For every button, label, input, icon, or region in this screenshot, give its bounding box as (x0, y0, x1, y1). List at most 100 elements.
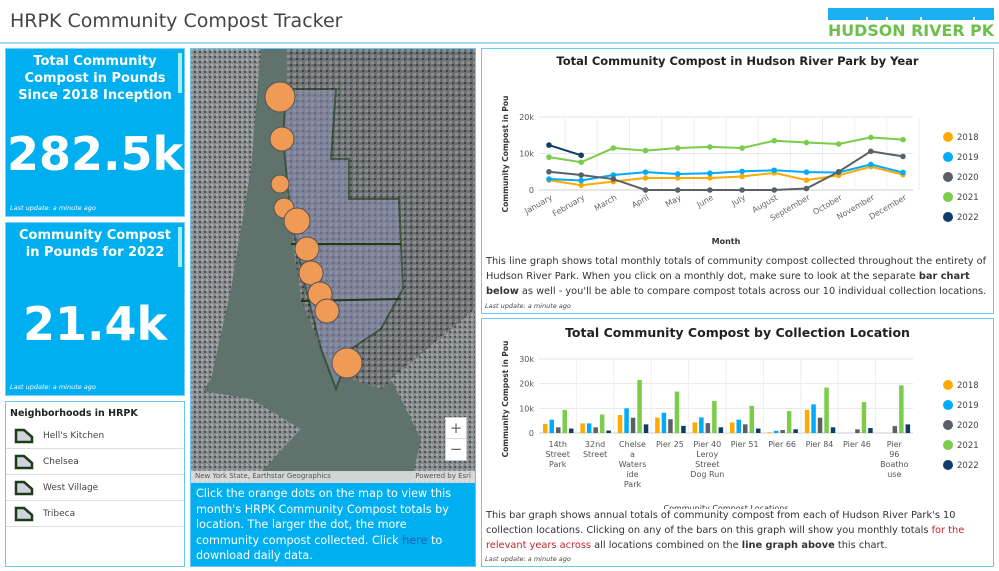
bar-2021[interactable] (861, 402, 867, 433)
scrollbar[interactable] (178, 227, 182, 267)
bar-2019[interactable] (586, 423, 592, 433)
data-point[interactable] (610, 145, 617, 151)
data-point[interactable] (803, 169, 810, 175)
bar-2020[interactable] (556, 427, 561, 433)
bar-2022[interactable] (756, 428, 761, 433)
bar-2020[interactable] (855, 429, 860, 433)
bar-2019[interactable] (624, 408, 629, 433)
data-point[interactable] (803, 185, 810, 192)
data-point[interactable] (642, 187, 649, 193)
bar-2019[interactable] (736, 419, 742, 433)
bar-2022[interactable] (830, 427, 836, 433)
data-point[interactable] (868, 148, 874, 155)
bar-2018[interactable] (692, 422, 698, 433)
compost-location-dot[interactable] (269, 126, 295, 152)
data-point[interactable] (642, 175, 649, 181)
compost-location-dot[interactable] (264, 81, 296, 113)
data-point[interactable] (578, 182, 584, 189)
bar-2021[interactable] (824, 387, 829, 433)
bar-2019[interactable] (773, 430, 779, 433)
data-point[interactable] (835, 168, 842, 175)
data-point[interactable] (803, 139, 810, 146)
zoom-out-button[interactable]: − (449, 440, 463, 458)
bar-2019[interactable] (699, 417, 704, 433)
bar-2021[interactable] (637, 379, 642, 433)
compost-location-dot[interactable] (294, 236, 320, 262)
bar-2021[interactable] (899, 385, 904, 433)
data-point[interactable] (707, 170, 713, 177)
data-point[interactable] (739, 145, 745, 151)
bar-2022[interactable] (643, 424, 649, 433)
data-point[interactable] (642, 169, 649, 175)
bar-2021[interactable] (599, 414, 605, 434)
data-point[interactable] (868, 134, 874, 141)
bar-2022[interactable] (681, 425, 686, 433)
compost-location-dot[interactable] (298, 260, 324, 286)
data-point[interactable] (707, 187, 713, 193)
data-point[interactable] (610, 176, 617, 182)
data-point[interactable] (674, 145, 681, 151)
bar-2019[interactable] (549, 419, 555, 433)
powered-by[interactable]: Powered by Esri (415, 472, 471, 480)
data-point[interactable] (546, 168, 552, 175)
bar-2020[interactable] (705, 423, 711, 433)
data-point[interactable] (771, 167, 778, 174)
bar-2022[interactable] (868, 428, 873, 433)
data-point[interactable] (739, 187, 745, 193)
bar-2018[interactable] (730, 422, 735, 433)
bar-2021[interactable] (749, 405, 755, 433)
bar-2022[interactable] (905, 424, 911, 433)
bar-2020[interactable] (892, 426, 898, 433)
bar-2018[interactable] (580, 423, 585, 433)
data-point[interactable] (546, 154, 552, 160)
bar-chart[interactable]: 010k20k30k14thStreetPark32ndStreetChelse… (482, 319, 993, 509)
bar-2018[interactable] (767, 432, 772, 433)
compost-location-dot[interactable] (331, 347, 363, 379)
data-point[interactable] (674, 187, 681, 193)
data-point[interactable] (739, 173, 745, 180)
zoom-in-button[interactable]: + (446, 418, 466, 439)
bar-2018[interactable] (617, 414, 623, 433)
bar-2020[interactable] (630, 417, 636, 433)
bar-2021[interactable] (786, 411, 792, 433)
compost-location-dot[interactable] (314, 298, 340, 324)
bar-2018[interactable] (655, 417, 660, 433)
download-link[interactable]: here (402, 533, 428, 547)
data-point[interactable] (739, 168, 745, 175)
bar-2020[interactable] (593, 427, 598, 433)
data-point[interactable] (803, 177, 810, 183)
data-point[interactable] (835, 141, 842, 147)
bar-2020[interactable] (668, 419, 673, 433)
bar-2022[interactable] (793, 429, 798, 433)
data-point[interactable] (900, 153, 906, 160)
data-point[interactable] (771, 187, 778, 193)
bar-2020[interactable] (780, 430, 785, 433)
bar-2018[interactable] (804, 409, 810, 433)
compost-location-dot[interactable] (270, 174, 290, 194)
data-point[interactable] (578, 177, 584, 184)
bar-2020[interactable] (817, 417, 823, 433)
data-point[interactable] (578, 159, 584, 166)
bar-2022[interactable] (718, 427, 724, 433)
bar-2019[interactable] (811, 404, 816, 433)
bar-2022[interactable] (569, 428, 574, 433)
data-point[interactable] (868, 161, 874, 168)
data-point[interactable] (674, 175, 681, 181)
data-point[interactable] (546, 176, 552, 182)
bar-2022[interactable] (606, 430, 611, 433)
bar-2021[interactable] (562, 409, 568, 433)
data-point[interactable] (610, 172, 617, 178)
bar-2020[interactable] (743, 424, 748, 433)
bar-2021[interactable] (674, 391, 680, 433)
scrollbar[interactable] (178, 53, 182, 93)
data-point[interactable] (900, 169, 906, 176)
bar-2021[interactable] (712, 400, 717, 433)
bar-2019[interactable] (661, 412, 667, 433)
data-point[interactable] (546, 142, 552, 148)
map[interactable]: + − New York State, Earthstar Geographic… (191, 49, 475, 483)
bar-2018[interactable] (543, 423, 548, 433)
compost-location-dot[interactable] (283, 207, 311, 235)
data-point[interactable] (674, 171, 681, 177)
data-point[interactable] (578, 172, 584, 178)
